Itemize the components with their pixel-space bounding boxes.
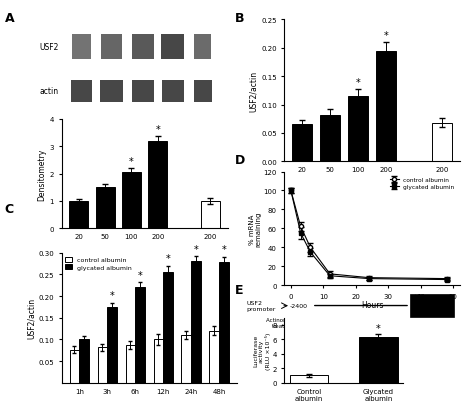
- Text: A: A: [5, 12, 14, 25]
- Text: Con.(µg/ml): Con.(µg/ml): [286, 200, 323, 205]
- Bar: [290, 375, 328, 383]
- Bar: [194, 35, 211, 60]
- Text: E: E: [235, 284, 243, 296]
- Bar: [201, 201, 220, 229]
- Text: *: *: [383, 31, 388, 40]
- Text: *: *: [376, 324, 381, 333]
- Text: D: D: [235, 154, 245, 167]
- Bar: [320, 115, 340, 162]
- Text: B: B: [235, 12, 244, 25]
- Legend: control albumin, glycated albumin: control albumin, glycated albumin: [388, 175, 457, 192]
- Y-axis label: Densitometry: Densitometry: [38, 148, 47, 200]
- Text: *: *: [194, 244, 199, 254]
- Text: actin: actin: [39, 87, 58, 96]
- Text: *: *: [129, 156, 134, 166]
- Text: Con.(µg/ml): Con.(µg/ml): [63, 262, 100, 266]
- Bar: [107, 307, 117, 383]
- Bar: [359, 337, 398, 383]
- Bar: [72, 35, 91, 60]
- X-axis label: Hours: Hours: [361, 301, 383, 309]
- Bar: [210, 331, 219, 383]
- Text: +1: +1: [412, 293, 421, 298]
- Bar: [182, 335, 191, 383]
- Bar: [191, 262, 201, 383]
- Text: Glycated
albumin: Glycated albumin: [104, 296, 132, 307]
- Bar: [193, 81, 212, 103]
- Bar: [376, 51, 396, 162]
- Bar: [219, 262, 229, 383]
- Text: -2400: -2400: [290, 303, 308, 308]
- Bar: [161, 35, 184, 60]
- Bar: [132, 81, 154, 103]
- Text: *: *: [356, 78, 361, 88]
- Bar: [154, 339, 164, 383]
- Bar: [135, 288, 145, 383]
- Bar: [96, 188, 115, 229]
- Y-axis label: Luciferase
activity
(RLU ×10⁻⁵): Luciferase activity (RLU ×10⁻⁵): [253, 332, 271, 369]
- Text: Glycated
albumin: Glycated albumin: [330, 241, 358, 252]
- Bar: [69, 201, 88, 229]
- Bar: [432, 124, 452, 162]
- Y-axis label: USF2/actin: USF2/actin: [249, 70, 258, 112]
- Bar: [98, 347, 107, 383]
- Bar: [148, 141, 167, 229]
- Text: *: *: [166, 254, 171, 264]
- Bar: [162, 81, 183, 103]
- Text: *: *: [138, 270, 143, 280]
- Y-axis label: USF2/actin: USF2/actin: [27, 297, 36, 339]
- Text: Actinomycin D
treatment: Actinomycin D treatment: [266, 317, 306, 328]
- Text: USF2: USF2: [39, 43, 58, 52]
- Bar: [164, 273, 173, 383]
- Text: *: *: [110, 290, 115, 300]
- Bar: [292, 125, 312, 162]
- Bar: [126, 345, 135, 383]
- Bar: [100, 81, 123, 103]
- Text: C: C: [5, 202, 14, 215]
- Text: *: *: [155, 124, 160, 134]
- Bar: [132, 35, 154, 60]
- Bar: [348, 97, 368, 162]
- Bar: [410, 294, 454, 317]
- Text: Control
albumin: Control albumin: [198, 296, 223, 307]
- Text: USF2
promoter: USF2 promoter: [246, 301, 276, 311]
- Bar: [70, 350, 79, 383]
- Bar: [79, 339, 89, 383]
- Bar: [71, 81, 92, 103]
- Bar: [122, 173, 141, 229]
- Y-axis label: % mRNA
remaining: % mRNA remaining: [249, 211, 262, 247]
- Legend: control albumin, glycated albumin: control albumin, glycated albumin: [63, 254, 134, 273]
- Bar: [100, 35, 122, 60]
- Text: *: *: [222, 245, 227, 255]
- Text: Control
albumin: Control albumin: [429, 241, 455, 252]
